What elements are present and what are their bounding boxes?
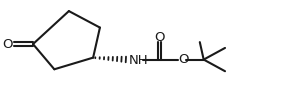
Text: O: O xyxy=(178,53,189,66)
Text: O: O xyxy=(3,38,13,51)
Text: NH: NH xyxy=(129,54,149,67)
Text: O: O xyxy=(154,31,164,44)
